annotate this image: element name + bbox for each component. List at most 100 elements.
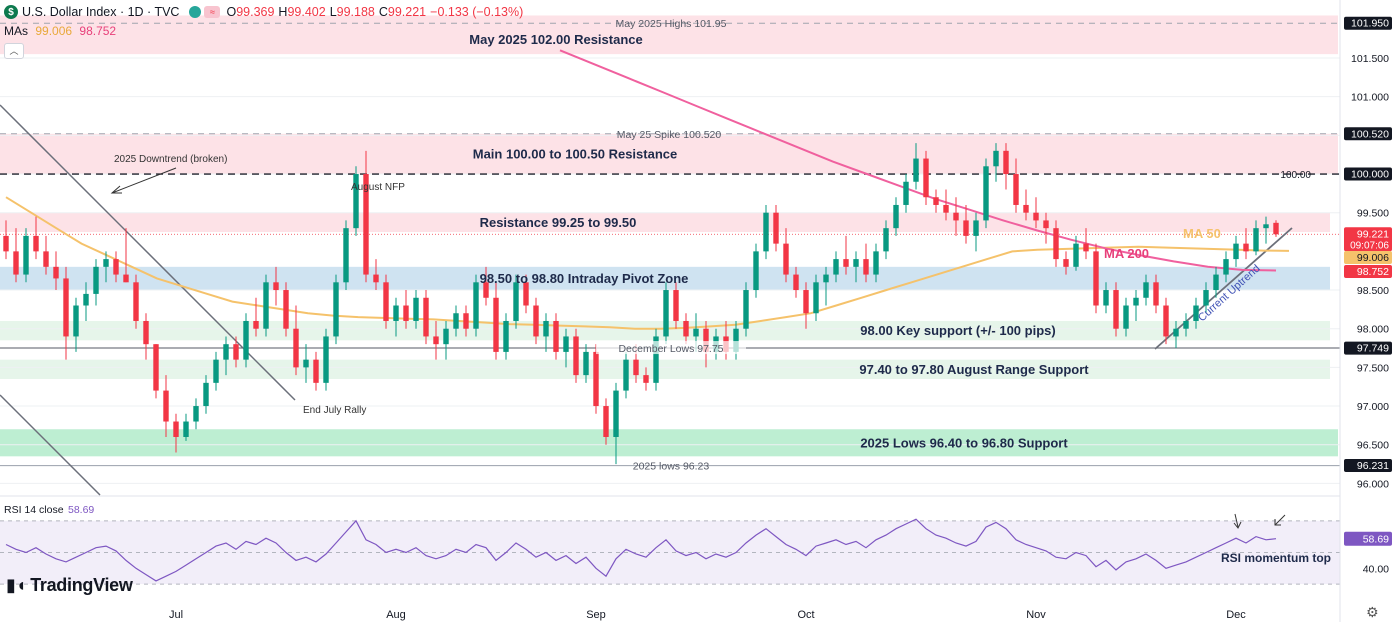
symbol-title[interactable]: U.S. Dollar Index · 1D · TVC: [22, 5, 180, 19]
annotation-ma200: MA 200: [1104, 246, 1149, 261]
candle: [683, 320, 689, 337]
tradingview-logo: ▮◖ TradingView: [6, 575, 133, 596]
candle: [753, 251, 759, 291]
candle: [1223, 259, 1229, 275]
candle: [813, 282, 819, 314]
candle: [403, 305, 409, 321]
candle: [1173, 328, 1179, 337]
candle: [823, 274, 829, 283]
candle: [43, 251, 49, 267]
ma200-badge-bg: [1344, 265, 1392, 278]
candle: [33, 235, 39, 252]
price-badge: 101.950: [1351, 18, 1389, 30]
candle: [1143, 282, 1149, 298]
candle: [633, 359, 639, 376]
candle: [953, 212, 959, 221]
price-tick-label: 99.500: [1357, 208, 1389, 220]
low-value: 99.188: [336, 5, 375, 19]
price-badge: 96.231: [1357, 460, 1389, 472]
settings-gear-icon[interactable]: ⚙: [1366, 604, 1379, 620]
rsi-arrow-1: [1234, 513, 1239, 528]
change-value: −0.133 (−0.13%): [430, 5, 524, 19]
level-label-100: 100.00: [1280, 170, 1311, 181]
annotation-ma50: MA 50: [1183, 226, 1221, 241]
zone-label: Main 100.00 to 100.50 Resistance: [473, 146, 678, 161]
annotation-august-nfp: August NFP: [351, 182, 405, 193]
candle: [1063, 259, 1069, 267]
candle: [653, 336, 659, 383]
candle: [83, 293, 89, 306]
candle: [933, 197, 939, 205]
time-axis-label: Aug: [386, 609, 406, 621]
candle: [853, 259, 859, 267]
candle: [923, 158, 929, 198]
time-axis-label: Sep: [586, 609, 606, 621]
candle: [1053, 228, 1059, 260]
zone-label: 98.50 to 98.80 Intraday Pivot Zone: [480, 271, 689, 286]
level-label: 2025 lows 96.23: [633, 461, 710, 473]
candle: [333, 282, 339, 337]
candle: [413, 297, 419, 321]
candle: [1153, 282, 1159, 306]
open-label: O: [226, 5, 237, 19]
candle: [353, 174, 359, 229]
zone-label: Resistance 99.25 to 99.50: [480, 215, 637, 230]
candle: [93, 266, 99, 294]
candle: [113, 259, 119, 275]
candle: [153, 344, 159, 391]
candle: [693, 328, 699, 337]
zone-label: 2025 Lows 96.40 to 96.80 Support: [860, 435, 1068, 450]
downtrend-line-2: [0, 394, 101, 496]
collapse-legend-button[interactable]: ︿: [4, 43, 24, 59]
moving-averages-legend[interactable]: MAs 99.006 98.752: [4, 24, 116, 38]
candle: [913, 158, 919, 182]
high-label: H: [278, 5, 288, 19]
candle: [903, 181, 909, 205]
rsi-arrowhead-2: [1274, 519, 1281, 526]
candle: [883, 228, 889, 252]
candle: [63, 278, 69, 337]
candle: [543, 320, 549, 337]
candle: [973, 220, 979, 236]
candle: [1273, 222, 1279, 235]
price-badge-bg: [1344, 341, 1392, 355]
price-tick-label: 101.500: [1351, 53, 1389, 65]
candle: [1243, 243, 1249, 252]
candle: [793, 274, 799, 291]
candle: [803, 290, 809, 314]
rsi-value: 58.69: [68, 504, 94, 516]
zone-2: [0, 133, 1338, 175]
candle: [643, 375, 649, 383]
candle: [1043, 220, 1049, 229]
zone-label: 97.40 to 97.80 August Range Support: [859, 362, 1089, 377]
candle: [563, 336, 569, 352]
time-axis-label: Oct: [797, 609, 814, 621]
price-tick-label: 101.000: [1351, 92, 1389, 104]
rsi-band: [0, 520, 1340, 585]
candle: [383, 282, 389, 321]
time-axis-label: Jul: [169, 609, 183, 621]
price-badge-bg: [1344, 16, 1392, 30]
candle: [1213, 274, 1219, 291]
candle: [253, 320, 259, 329]
candle: [73, 305, 79, 337]
candle: [243, 320, 249, 360]
data-flag-icon: ≈: [204, 6, 221, 18]
price-tick-label: 97.000: [1357, 401, 1389, 413]
zone-7: [0, 429, 1338, 457]
candle: [523, 282, 529, 306]
candle: [303, 359, 309, 368]
tradingview-mark-icon: ▮◖: [6, 575, 27, 595]
zone-label: 98.00 Key support (+/- 100 pips): [860, 323, 1055, 338]
open-value: 99.369: [236, 5, 275, 19]
candle: [133, 282, 139, 321]
candle: [743, 290, 749, 329]
last-price-badge-bg: [1344, 227, 1392, 252]
close-value: 99.221: [387, 5, 427, 19]
candle: [493, 297, 499, 352]
chart-header: $ U.S. Dollar Index · 1D · TVC ≈ O 99.369…: [0, 3, 523, 21]
candle: [53, 266, 59, 279]
price-tick-label: 96.000: [1357, 478, 1389, 490]
rsi-arrow-2: [1274, 514, 1286, 526]
